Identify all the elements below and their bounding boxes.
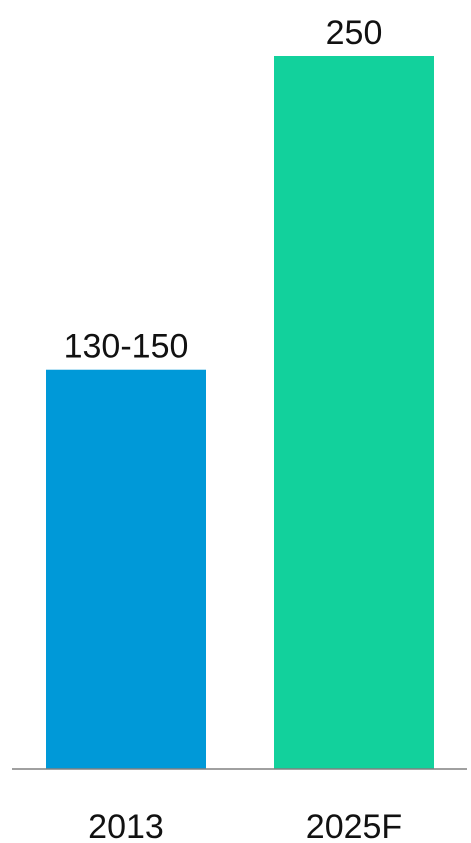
data-labels-group: 130-150 250 (64, 14, 383, 366)
category-label-2025f: 2025F (306, 808, 402, 843)
bars-group (46, 56, 434, 769)
category-label-2013: 2013 (88, 808, 164, 843)
bar-2013 (46, 369, 206, 769)
data-label-2025f: 250 (326, 14, 383, 52)
data-label-2013: 130-150 (64, 328, 189, 366)
bar-2025f (274, 56, 434, 769)
category-labels-group: 2013 2025F (88, 808, 402, 843)
